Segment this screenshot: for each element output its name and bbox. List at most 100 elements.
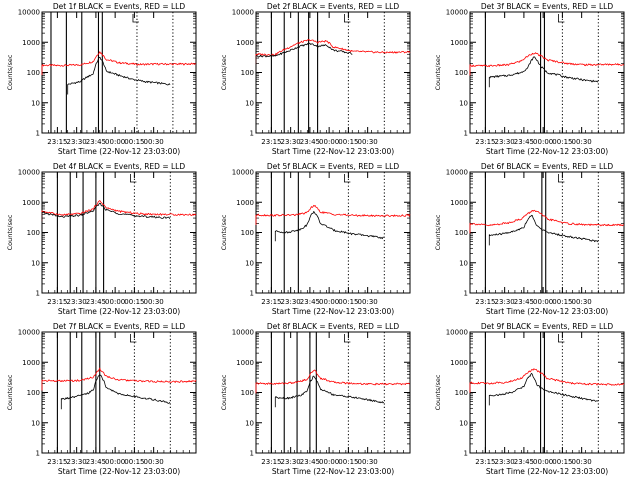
- x-tick-label: 23:30: [495, 298, 515, 306]
- panel-det-2: Det 2f BLACK = Events, RED = LLD Counts/s…: [220, 2, 411, 156]
- flag-bracket-icon: [558, 174, 565, 183]
- y-tick-label: 100: [455, 229, 468, 237]
- x-tick-label: 00:00: [533, 138, 553, 146]
- y-tick-label: 10000: [232, 9, 254, 17]
- panel-title: Det 4f BLACK = Events, RED = LLD: [53, 162, 186, 171]
- panel-det-9: Det 9f BLACK = Events, RED = LLD Counts/s…: [434, 322, 625, 476]
- x-tick-label: 00:00: [105, 298, 125, 306]
- panel-det-1: Det 1f BLACK = Events, RED = LLD Counts/s…: [6, 2, 197, 156]
- y-tick-label: 1: [250, 290, 254, 298]
- x-tick-label: 00:15: [552, 458, 572, 466]
- y-tick-label: 100: [27, 389, 40, 397]
- y-tick-label: 1: [464, 450, 468, 458]
- y-tick-label: 1000: [22, 39, 40, 47]
- panel-title: Det 6f BLACK = Events, RED = LLD: [481, 162, 614, 171]
- y-axis-label: Counts/sec: [220, 374, 228, 410]
- panel-det-6: Det 6f BLACK = Events, RED = LLD Counts/s…: [434, 162, 625, 316]
- x-tick-label: 00:00: [319, 298, 339, 306]
- series-events-line: [255, 42, 353, 66]
- y-tick-label: 1000: [450, 39, 468, 47]
- x-axis-label: Start Time (22-Nov-12 23:03:00): [58, 307, 180, 316]
- x-tick-label: 00:30: [358, 138, 378, 146]
- y-tick-label: 10: [245, 259, 254, 267]
- y-tick-label: 100: [455, 69, 468, 77]
- y-tick-label: 1000: [450, 359, 468, 367]
- x-tick-label: 23:15: [261, 138, 281, 146]
- x-tick-label: 00:00: [533, 458, 553, 466]
- y-tick-label: 1: [464, 130, 468, 138]
- y-tick-label: 10: [459, 99, 468, 107]
- y-tick-label: 1: [36, 290, 40, 298]
- x-tick-label: 00:00: [105, 458, 125, 466]
- x-tick-label: 23:15: [261, 458, 281, 466]
- plot-frame: [469, 331, 625, 454]
- x-tick-label: 23:15: [47, 138, 67, 146]
- y-axis-label: Counts/sec: [434, 54, 442, 90]
- x-tick-label: 23:15: [475, 458, 495, 466]
- panel-title: Det 3f BLACK = Events, RED = LLD: [481, 2, 614, 11]
- series-lld-line: [469, 368, 625, 393]
- y-tick-label: 10000: [446, 169, 468, 177]
- y-tick-label: 1: [36, 130, 40, 138]
- x-tick-label: 00:15: [338, 298, 358, 306]
- y-axis-label: Counts/sec: [6, 54, 14, 90]
- x-tick-label: 00:00: [319, 138, 339, 146]
- x-axis-label: Start Time (22-Nov-12 23:03:00): [272, 147, 394, 156]
- series-events-line: [488, 372, 599, 406]
- y-tick-label: 10: [245, 419, 254, 427]
- y-tick-label: 10000: [446, 329, 468, 337]
- panel-title: Det 9f BLACK = Events, RED = LLD: [481, 322, 614, 331]
- x-tick-label: 23:45: [86, 298, 106, 306]
- x-tick-label: 00:30: [572, 138, 592, 146]
- x-tick-label: 23:45: [514, 458, 534, 466]
- y-tick-label: 10000: [18, 9, 40, 17]
- y-tick-label: 10: [31, 99, 40, 107]
- x-tick-label: 00:00: [319, 458, 339, 466]
- y-axis-label: Counts/sec: [6, 214, 14, 250]
- y-tick-label: 10: [245, 99, 254, 107]
- x-tick-label: 23:30: [67, 138, 87, 146]
- flag-bracket-icon: [130, 334, 137, 343]
- plot-frame: [469, 171, 625, 294]
- plot-frame: [41, 331, 197, 454]
- y-axis-label: Counts/sec: [434, 214, 442, 250]
- y-axis-label: Counts/sec: [220, 54, 228, 90]
- panel-title: Det 2f BLACK = Events, RED = LLD: [267, 2, 400, 11]
- x-tick-label: 23:30: [281, 138, 301, 146]
- x-axis-label: Start Time (22-Nov-12 23:03:00): [486, 467, 608, 476]
- x-tick-label: 00:30: [144, 298, 164, 306]
- x-tick-label: 00:15: [338, 138, 358, 146]
- x-tick-label: 23:30: [67, 298, 87, 306]
- x-tick-label: 23:30: [281, 298, 301, 306]
- y-tick-label: 100: [27, 69, 40, 77]
- y-tick-label: 100: [241, 229, 254, 237]
- series-events-line: [60, 374, 171, 410]
- series-events-line: [488, 56, 599, 88]
- x-tick-label: 00:30: [358, 298, 378, 306]
- series-events-line: [41, 202, 171, 223]
- y-tick-label: 1: [464, 290, 468, 298]
- plot-frame: [255, 11, 411, 134]
- series-events-line: [274, 375, 385, 408]
- x-tick-label: 00:15: [124, 138, 144, 146]
- series-events-line: [488, 214, 599, 246]
- y-tick-label: 1000: [236, 199, 254, 207]
- flag-bracket-icon: [558, 334, 565, 343]
- x-tick-label: 23:45: [86, 458, 106, 466]
- series-lld-line: [255, 204, 411, 225]
- x-tick-label: 23:30: [67, 458, 87, 466]
- x-tick-label: 00:30: [144, 138, 164, 146]
- x-tick-label: 23:45: [86, 138, 106, 146]
- flag-bracket-icon: [558, 14, 565, 23]
- y-tick-label: 10000: [18, 329, 40, 337]
- x-tick-label: 00:15: [552, 138, 572, 146]
- flag-bracket-icon: [132, 14, 139, 23]
- series-lld-line: [41, 367, 197, 391]
- x-tick-label: 00:30: [144, 458, 164, 466]
- series-lld-line: [255, 369, 411, 394]
- x-axis-label: Start Time (22-Nov-12 23:03:00): [58, 467, 180, 476]
- x-tick-label: 23:30: [495, 138, 515, 146]
- y-tick-label: 10000: [18, 169, 40, 177]
- series-lld-line: [41, 200, 197, 222]
- x-axis-label: Start Time (22-Nov-12 23:03:00): [272, 307, 394, 316]
